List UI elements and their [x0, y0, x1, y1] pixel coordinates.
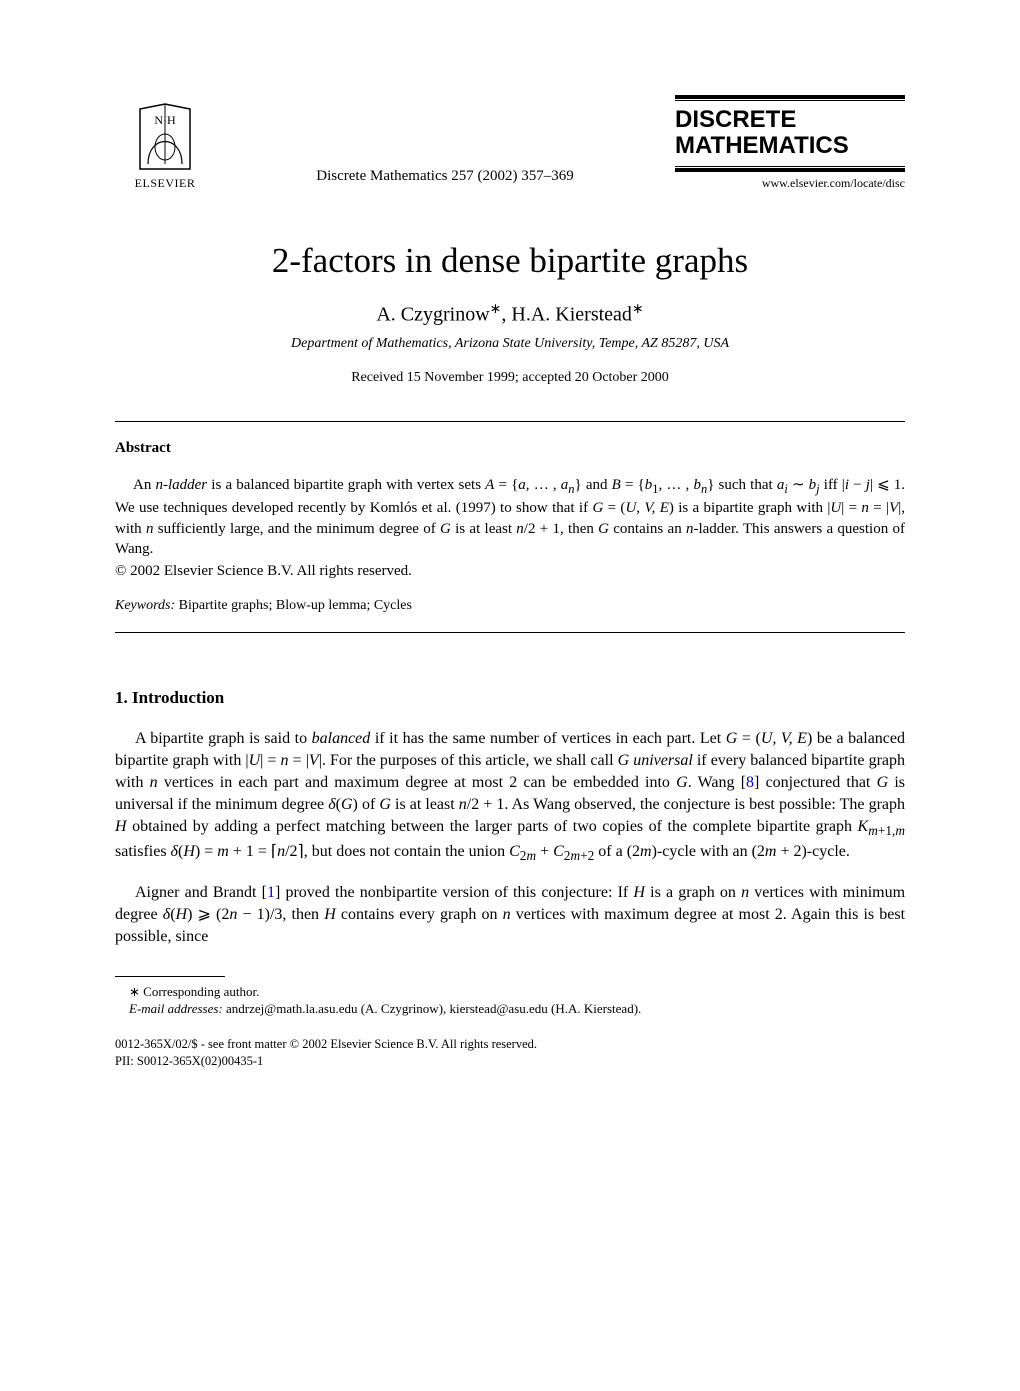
keywords-line: Keywords: Bipartite graphs; Blow-up lemm… [115, 598, 905, 614]
footnote-corresponding: ∗ Corresponding author. [115, 983, 905, 1001]
publisher-name: ELSEVIER [135, 176, 196, 191]
abstract-top-rule [115, 421, 905, 422]
journal-title-block: DISCRETE MATHEMATICS www.elsevier.com/lo… [675, 95, 905, 191]
footnote-rule [115, 976, 225, 977]
journal-title-line1: DISCRETE [675, 107, 905, 133]
abstract-body: An n-ladder is a balanced bipartite grap… [115, 475, 905, 559]
paper-title: 2-factors in dense bipartite graphs [115, 241, 905, 281]
intro-para-2: Aigner and Brandt [1] proved the nonbipa… [115, 882, 905, 948]
intro-para-1: A bipartite graph is said to balanced if… [115, 728, 905, 865]
journal-url: www.elsevier.com/locate/disc [675, 176, 905, 191]
authors: A. Czygrinow∗, H.A. Kierstead∗ [115, 301, 905, 327]
header-row: N·H ELSEVIER Discrete Mathematics 257 (2… [115, 95, 905, 191]
elsevier-logo-icon: N·H [130, 99, 200, 174]
footnote-emails: E-mail addresses: andrzej@math.la.asu.ed… [115, 1000, 905, 1018]
journal-citation: Discrete Mathematics 257 (2002) 357–369 [215, 168, 675, 191]
abstract-copyright: © 2002 Elsevier Science B.V. All rights … [115, 563, 905, 580]
footer-line-1: 0012-365X/02/$ - see front matter © 2002… [115, 1036, 905, 1053]
journal-rule-bottom [675, 166, 905, 172]
page-container: N·H ELSEVIER Discrete Mathematics 257 (2… [0, 0, 1020, 1130]
svg-text:N·H: N·H [154, 113, 176, 127]
abstract-bottom-rule [115, 632, 905, 633]
abstract-heading: Abstract [115, 440, 905, 457]
publisher-block: N·H ELSEVIER [115, 99, 215, 191]
footnote-email-label: E-mail addresses: [129, 1001, 223, 1016]
affiliation: Department of Mathematics, Arizona State… [115, 336, 905, 352]
section-1-heading: 1. Introduction [115, 688, 905, 708]
keywords-text: Bipartite graphs; Blow-up lemma; Cycles [175, 598, 412, 613]
footnote-email-text: andrzej@math.la.asu.edu (A. Czygrinow), … [223, 1001, 642, 1016]
received-accepted-dates: Received 15 November 1999; accepted 20 O… [115, 370, 905, 386]
footer-identifiers: 0012-365X/02/$ - see front matter © 2002… [115, 1036, 905, 1070]
footer-line-2: PII: S0012-365X(02)00435-1 [115, 1053, 905, 1070]
journal-title-line2: MATHEMATICS [675, 133, 905, 159]
journal-rule-top [675, 95, 905, 101]
keywords-label: Keywords: [115, 598, 175, 613]
